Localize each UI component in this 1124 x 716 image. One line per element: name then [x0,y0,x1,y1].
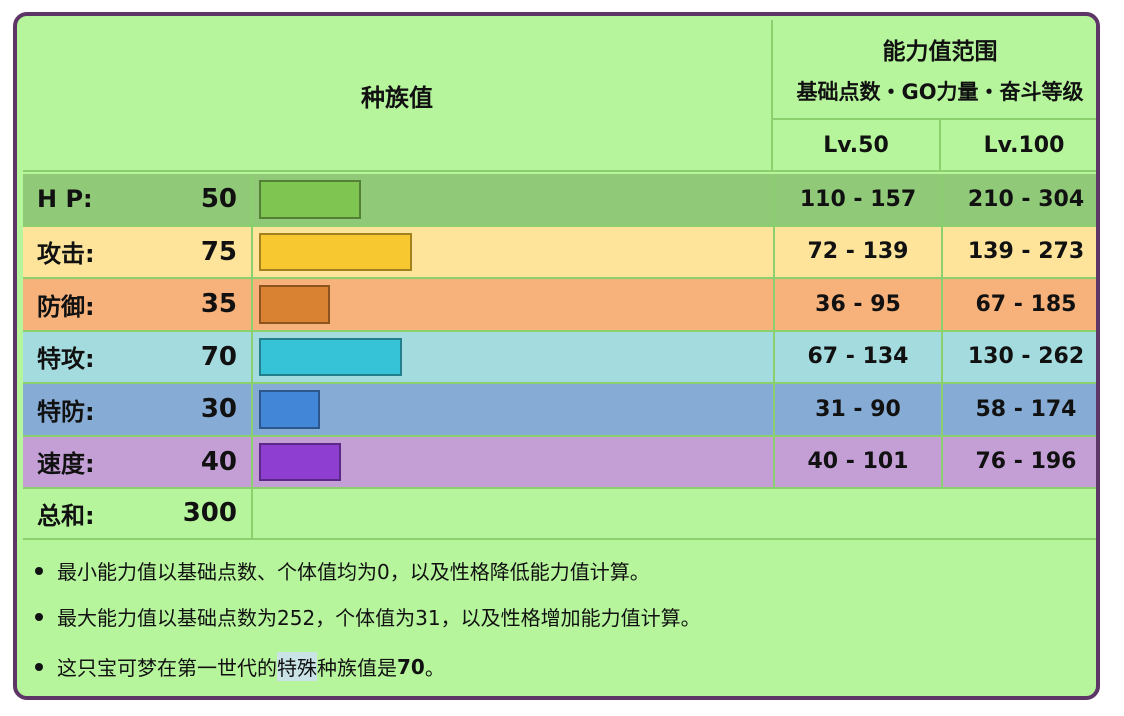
stat-label: 特防: [37,397,95,426]
lv100-range: 67 - 185 [941,279,1096,330]
stat-label-cell: 特攻: 70 [23,331,253,382]
lv100-header: Lv.100 [941,120,1096,172]
lv50-range-text: 36 - 95 [815,291,901,317]
stat-row: 特攻: 70 67 - 134 130 - 262 [23,331,1096,384]
lv100-range: 210 - 304 [941,174,1096,225]
base-stats-header: 种族值 [23,20,773,172]
lv100-range-text: 139 - 273 [967,239,1085,265]
total-row: 总和: 300 [23,488,1096,540]
lv50-range-text: 72 - 139 [807,239,909,265]
lv100-label: Lv.100 [983,132,1065,158]
bullet-icon [35,662,43,671]
stat-bar [259,390,320,429]
lv50-range: 40 - 101 [773,436,941,487]
stat-label-cell: 特防: 30 [23,384,253,435]
stat-value: 30 [200,394,237,425]
note-max: 最大能力值以基础点数为252，个体值为31，以及性格增加能力值计算。 [35,602,701,631]
note-gen1-end: 。 [424,656,445,680]
stat-row: 速度: 40 40 - 101 76 - 196 [23,436,1096,489]
stat-label: 攻击: [37,240,95,269]
stat-label-cell: 防御: 35 [23,279,253,330]
stat-label-cell: 速度: 40 [23,436,253,487]
note-gen1-highlight: 特殊 [277,652,317,681]
stat-value: 40 [200,446,237,477]
lv50-range: 110 - 157 [773,174,941,225]
lv100-range-text: 58 - 174 [975,396,1077,422]
lv50-range: 31 - 90 [773,384,941,435]
lv100-range-text: 76 - 196 [975,449,1077,475]
stat-value: 70 [200,341,237,372]
note-max-text: 最大能力值以基础点数为252，个体值为31，以及性格增加能力值计算。 [57,606,701,630]
bullet-icon [35,612,43,621]
stat-row: 攻击: 75 72 - 139 139 - 273 [23,226,1096,279]
stat-label-cell: 攻击: 75 [23,226,253,277]
range-subtitle: 基础点数・GO力量・奋斗等级 [796,80,1084,104]
lv100-range: 58 - 174 [941,384,1096,435]
lv50-header: Lv.50 [773,120,941,172]
lv100-range-text: 67 - 185 [975,291,1077,317]
note-min-text: 最小能力值以基础点数、个体值均为0，以及性格降低能力值计算。 [57,560,650,584]
lv100-range: 76 - 196 [941,436,1096,487]
stat-bar [259,285,330,324]
total-label-cell: 总和: 300 [23,488,253,538]
range-header: 能力值范围 基础点数・GO力量・奋斗等级 [773,20,1096,120]
base-stats-header-label: 种族值 [361,83,433,112]
lv50-range: 36 - 95 [773,279,941,330]
stat-value: 35 [200,289,237,320]
stat-label: 特攻: [37,345,95,374]
lv50-range-text: 31 - 90 [815,396,901,422]
note-gen1-value: 70 [397,654,425,679]
stat-label: H P: [37,185,93,214]
stat-bar [259,232,412,271]
total-label: 总和: [37,501,95,530]
note-gen1: 这只宝可梦在第一世代的 特殊 种族值是 70 。 [35,652,445,681]
stat-label: 速度: [37,450,95,479]
lv50-range-text: 67 - 134 [807,344,909,370]
stat-bar [259,180,361,219]
note-gen1-pre: 这只宝可梦在第一世代的 [57,656,277,680]
stat-label: 防御: [37,292,95,321]
bullet-icon [35,566,43,575]
lv100-range: 130 - 262 [941,331,1096,382]
lv50-range: 67 - 134 [773,331,941,382]
stat-label-cell: H P: 50 [23,174,253,225]
lv100-range-text: 130 - 262 [967,344,1085,370]
stat-row: H P: 50 110 - 157 210 - 304 [23,174,1096,227]
lv100-range-text: 210 - 304 [967,186,1085,212]
lv50-label: Lv.50 [823,132,889,158]
stat-bar [259,442,341,481]
stat-bar [259,337,402,376]
total-value: 300 [182,498,237,528]
stat-value: 75 [200,236,237,267]
lv50-range: 72 - 139 [773,226,941,277]
note-gen1-post: 种族值是 [317,656,397,680]
stat-value: 50 [200,184,237,215]
note-min: 最小能力值以基础点数、个体值均为0，以及性格降低能力值计算。 [35,556,650,585]
stat-row: 防御: 35 36 - 95 67 - 185 [23,279,1096,332]
lv50-range-text: 110 - 157 [799,186,917,212]
lv100-range: 139 - 273 [941,226,1096,277]
base-stats-card: 种族值 能力值范围 基础点数・GO力量・奋斗等级 Lv.50 Lv.100 H … [13,12,1100,700]
range-title: 能力值范围 [882,39,998,65]
stat-row: 特防: 30 31 - 90 58 - 174 [23,384,1096,437]
lv50-range-text: 40 - 101 [807,449,909,475]
